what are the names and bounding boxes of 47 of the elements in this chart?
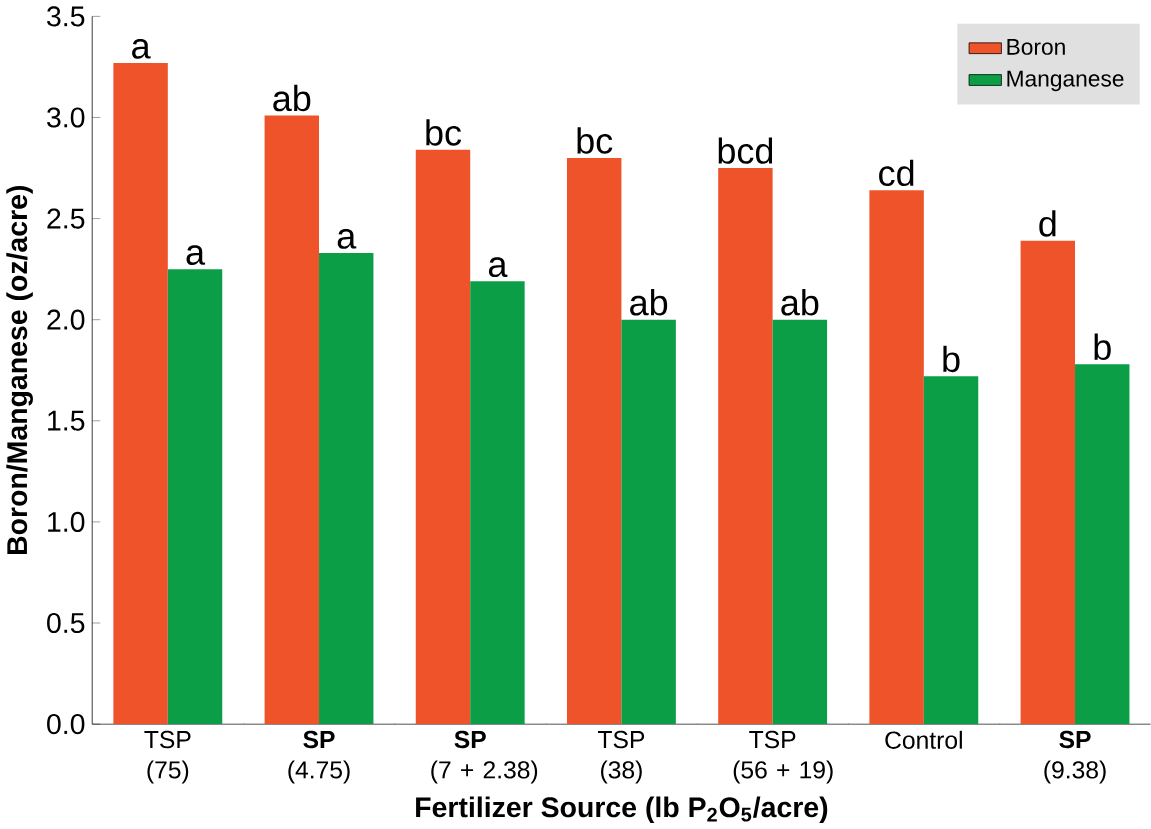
- bar: [319, 252, 374, 724]
- data-label: a: [488, 257, 508, 277]
- data-label: ab: [781, 288, 819, 316]
- bar: [470, 281, 525, 724]
- bar: [772, 319, 828, 724]
- data-label: a: [337, 228, 357, 249]
- data-label: a: [186, 245, 206, 265]
- y-tick-label: 0.5: [47, 612, 85, 633]
- y-tick-label: 1.5: [48, 410, 85, 431]
- bar: [718, 167, 773, 724]
- y-axis-title: Boron/Manganese (oz/acre): [6, 185, 33, 554]
- x-axis-title: Fertilizer Source (lb P$_{2}$O$_{5}$/acre): [416, 796, 828, 823]
- x-tick-label: SP (4.75): [288, 730, 350, 784]
- data-label: bc: [577, 127, 613, 154]
- bar: [415, 149, 471, 724]
- y-tick-label: 3.5: [47, 6, 85, 27]
- y-tick-label: 0.0: [47, 713, 85, 735]
- bar: [1075, 364, 1130, 724]
- bar: [167, 268, 223, 724]
- y-tick-label: 1.0: [48, 511, 85, 532]
- x-tick-label: TSP (38): [598, 730, 645, 784]
- bar: [264, 115, 320, 724]
- bar: [566, 157, 622, 724]
- x-tick-label: SP (9.38): [1044, 730, 1106, 784]
- legend-label: Boron: [1007, 38, 1065, 55]
- bar: [869, 190, 924, 724]
- x-tick-label: Control: [885, 730, 962, 749]
- data-label: bc: [426, 119, 462, 146]
- bar: [1020, 240, 1076, 724]
- data-label: b: [943, 345, 960, 372]
- y-tick-label: 2.5: [47, 208, 85, 229]
- data-label: a: [132, 38, 151, 59]
- data-label: cd: [879, 159, 914, 186]
- bar: [923, 376, 979, 724]
- x-tick-label: TSP (56 + 19): [733, 730, 833, 784]
- data-label: bcd: [718, 137, 773, 164]
- legend-label: Manganese: [1007, 70, 1124, 91]
- x-tick-label: SP (7 + 2.38): [431, 730, 538, 784]
- data-label: ab: [273, 84, 311, 112]
- data-label: ab: [630, 288, 668, 316]
- bar: [621, 319, 676, 724]
- x-tick-label: TSP (75): [144, 730, 191, 784]
- data-label: d: [1039, 210, 1056, 237]
- data-label: b: [1094, 333, 1111, 360]
- bar: [113, 62, 168, 724]
- y-tick-label: 2.0: [47, 309, 85, 330]
- y-tick-label: 3.0: [47, 107, 85, 128]
